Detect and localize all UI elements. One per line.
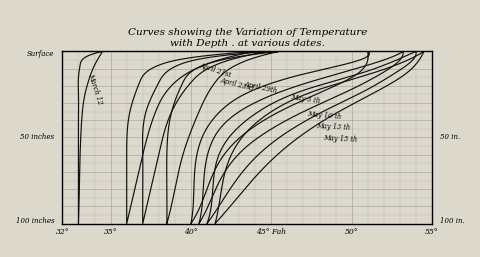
Text: May 10 th: May 10 th	[307, 110, 341, 121]
Text: May 5 th: May 5 th	[290, 94, 321, 106]
Text: Surface: Surface	[27, 50, 54, 58]
Text: 50 inches: 50 inches	[20, 133, 54, 142]
Text: 100 inches: 100 inches	[16, 217, 54, 225]
Text: April 23rd: April 23rd	[220, 76, 255, 93]
Text: May 15 th: May 15 th	[323, 134, 357, 144]
Text: April 21st: April 21st	[199, 61, 233, 79]
Text: 50 in.: 50 in.	[440, 133, 460, 142]
Text: March 12: March 12	[86, 72, 104, 106]
Title: Curves showing the Variation of Temperature
with Depth . at various dates.: Curves showing the Variation of Temperat…	[128, 29, 367, 48]
Text: May 13 th: May 13 th	[316, 122, 351, 132]
Text: April 29th: April 29th	[244, 80, 279, 95]
Text: 100 in.: 100 in.	[440, 217, 465, 225]
